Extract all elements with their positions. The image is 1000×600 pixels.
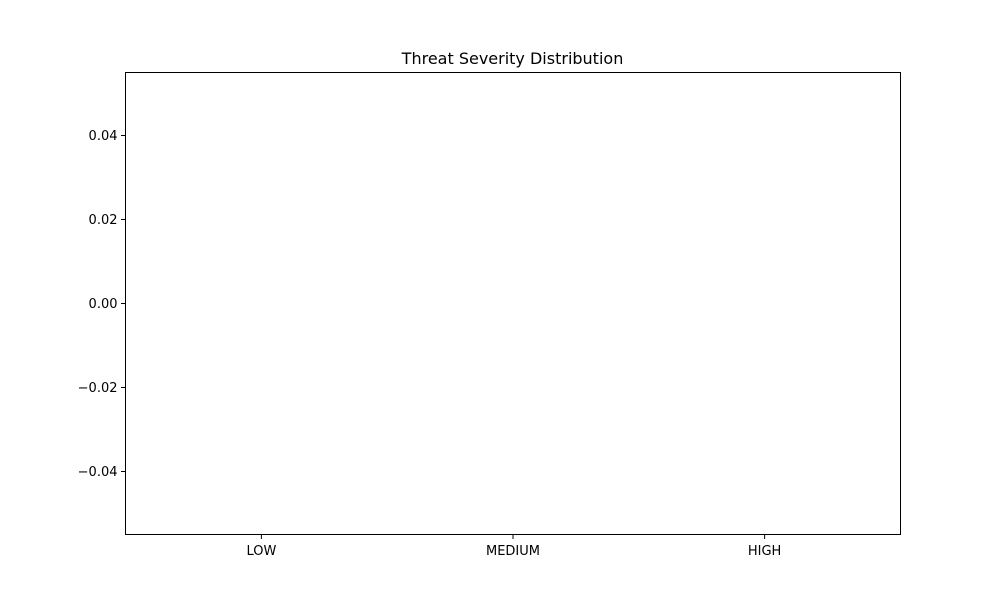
y-axis: −0.04 −0.02 0.00 0.02 0.04 (78, 129, 126, 480)
plot-frame (125, 72, 901, 535)
x-tick-label-high: HIGH (748, 544, 781, 559)
chart-title: Threat Severity Distribution (401, 49, 624, 68)
y-tick-label: −0.02 (78, 381, 118, 396)
x-axis: LOW MEDIUM HIGH (246, 534, 781, 559)
y-tick-label: 0.02 (89, 213, 118, 228)
x-tick-label-low: LOW (246, 544, 276, 559)
x-tick-label-medium: MEDIUM (486, 544, 540, 559)
y-tick-label: −0.04 (78, 465, 118, 480)
y-tick-label: 0.00 (89, 297, 118, 312)
y-tick-label: 0.04 (89, 129, 118, 144)
